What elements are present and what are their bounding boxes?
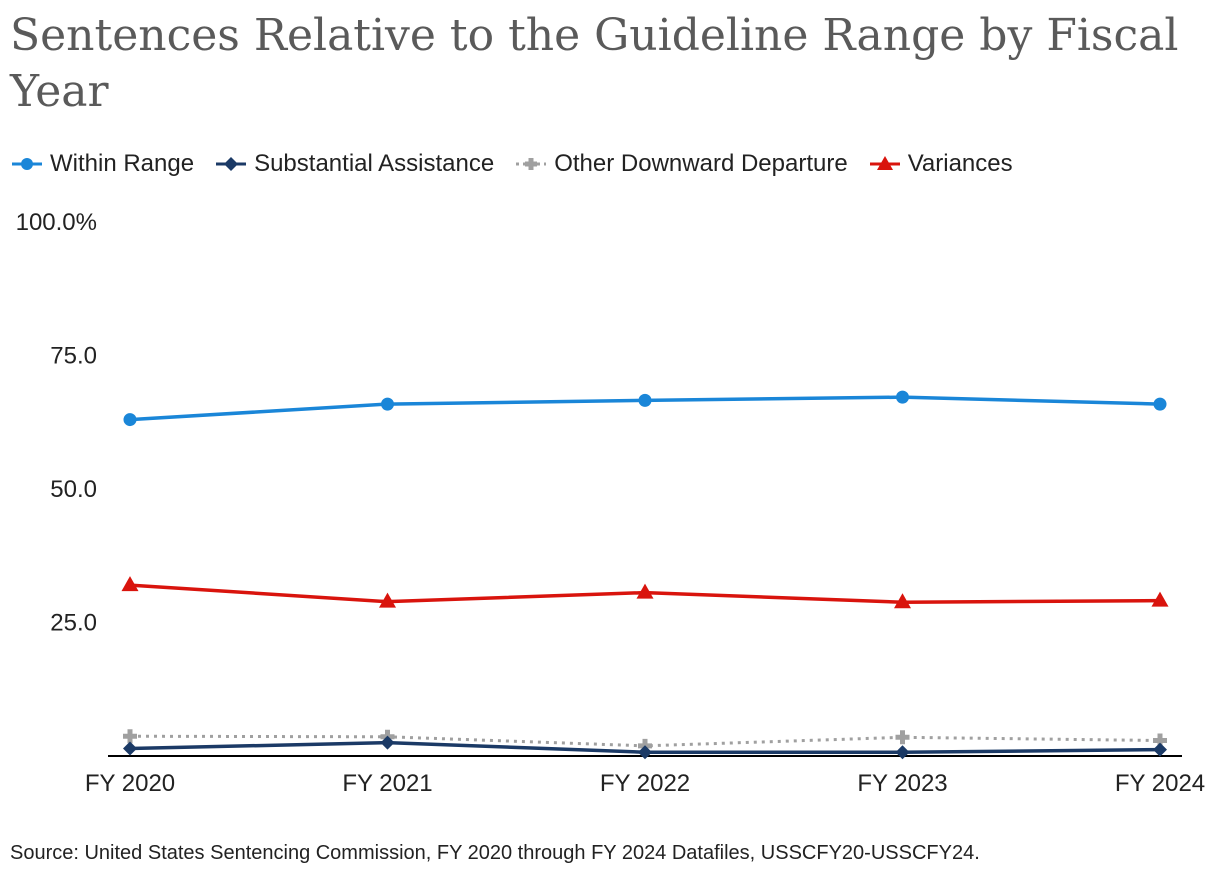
y-tick-label: 75.0: [50, 343, 97, 370]
legend-item: Other Downward Departure: [514, 150, 848, 178]
data-point: [896, 390, 909, 404]
series-substantial-assistance: [123, 735, 1167, 760]
legend-item: Within Range: [10, 150, 194, 178]
data-point: [379, 592, 396, 608]
x-tick-label: FY 2021: [342, 770, 432, 797]
data-point: [380, 735, 395, 750]
legend-item: Variances: [868, 150, 1013, 178]
x-tick-label: FY 2024: [1115, 770, 1205, 797]
data-point: [1153, 733, 1167, 748]
data-point: [123, 413, 137, 427]
legend-label: Within Range: [50, 150, 195, 177]
data-point: [636, 583, 654, 599]
series-variances: [121, 576, 1169, 609]
data-point: [1153, 742, 1167, 757]
data-point: [1153, 397, 1167, 411]
data-point: [638, 745, 652, 760]
series-line: [129, 734, 1161, 748]
data-point: [381, 397, 394, 411]
series-within-range: [123, 390, 1167, 427]
plot-area: [121, 390, 1169, 760]
legend-item: Substantial Assistance: [214, 150, 494, 178]
legend-label: Variances: [907, 150, 1013, 177]
x-tick-label: FY 2023: [857, 770, 947, 797]
legend-marker-other-downward-departure: [516, 158, 547, 170]
x-axis: FY 2020 FY 2021 FY 2022 FY 2023 FY 2024: [85, 755, 1205, 797]
legend-marker-variances: [869, 156, 900, 170]
y-tick-label: 25.0: [50, 610, 97, 637]
data-point: [894, 593, 911, 609]
legend-label: Other Downward Departure: [554, 150, 848, 177]
data-point: [123, 729, 137, 744]
legend: Within Range Substantial Assistance Othe…: [10, 146, 1013, 182]
data-point: [121, 576, 139, 592]
y-tick-label: 50.0: [50, 476, 97, 503]
data-point: [895, 745, 910, 760]
y-axis: 100.0% 75.0 50.0 25.0: [16, 209, 97, 637]
legend-label: Substantial Assistance: [254, 150, 495, 177]
y-tick-label: 100.0%: [16, 209, 97, 236]
legend-marker-substantial-assistance: [216, 157, 247, 171]
x-tick-label: FY 2020: [85, 770, 175, 797]
x-tick-label: FY 2022: [600, 770, 690, 797]
legend-marker-within-range: [12, 158, 42, 170]
data-point: [638, 393, 652, 407]
data-point: [1151, 591, 1169, 607]
data-point: [895, 730, 910, 745]
source-note: Source: United States Sentencing Commiss…: [10, 842, 980, 864]
chart-title: Sentences Relative to the Guideline Rang…: [10, 10, 1179, 117]
data-point: [123, 741, 137, 756]
